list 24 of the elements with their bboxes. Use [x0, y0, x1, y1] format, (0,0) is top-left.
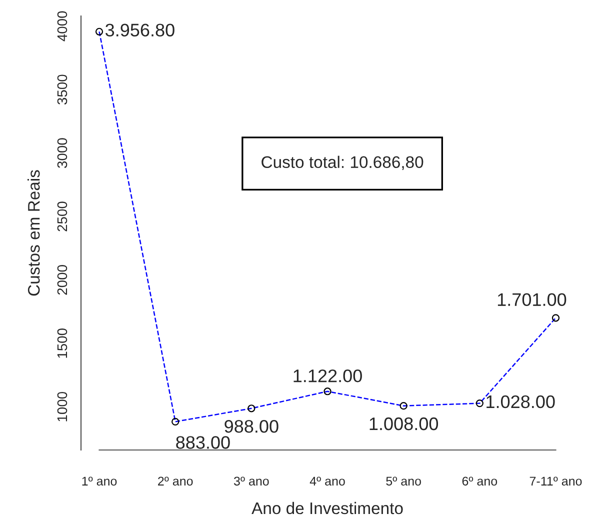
y-tick-label: 1000	[57, 392, 68, 422]
x-tick-label: 3º ano	[234, 476, 269, 486]
data-label: 883.00	[176, 436, 230, 449]
data-label: 988.00	[224, 420, 278, 433]
data-label: 1.122.00	[294, 369, 362, 382]
y-tick-label: 1500	[57, 328, 68, 358]
x-tick-label: 2º ano	[158, 476, 193, 486]
x-tick-label: 5º ano	[386, 476, 421, 486]
x-axis-title: Ano de Investimento	[252, 502, 403, 514]
y-tick-label: 3500	[57, 74, 68, 105]
data-label: 3.956.80	[106, 24, 174, 36]
y-tick-label: 2000	[57, 265, 68, 295]
x-tick-label: 7-11º ano	[530, 476, 582, 486]
data-label: 1.028.00	[486, 395, 555, 408]
x-tick-label: 1º ano	[82, 476, 117, 486]
y-tick-label: 2500	[57, 202, 68, 232]
x-tick-label: 6º ano	[462, 476, 498, 486]
data-label: 1.701.00	[498, 293, 566, 306]
data-label: 1.008.00	[370, 417, 438, 430]
annotation: Custo total: 10.686,80	[262, 156, 424, 170]
x-tick-label: 4º ano	[310, 476, 345, 486]
y-tick-label: 3000	[57, 138, 68, 168]
y-tick-label: 4000	[57, 11, 68, 42]
y-axis-title: Custos em Reais	[28, 170, 40, 296]
